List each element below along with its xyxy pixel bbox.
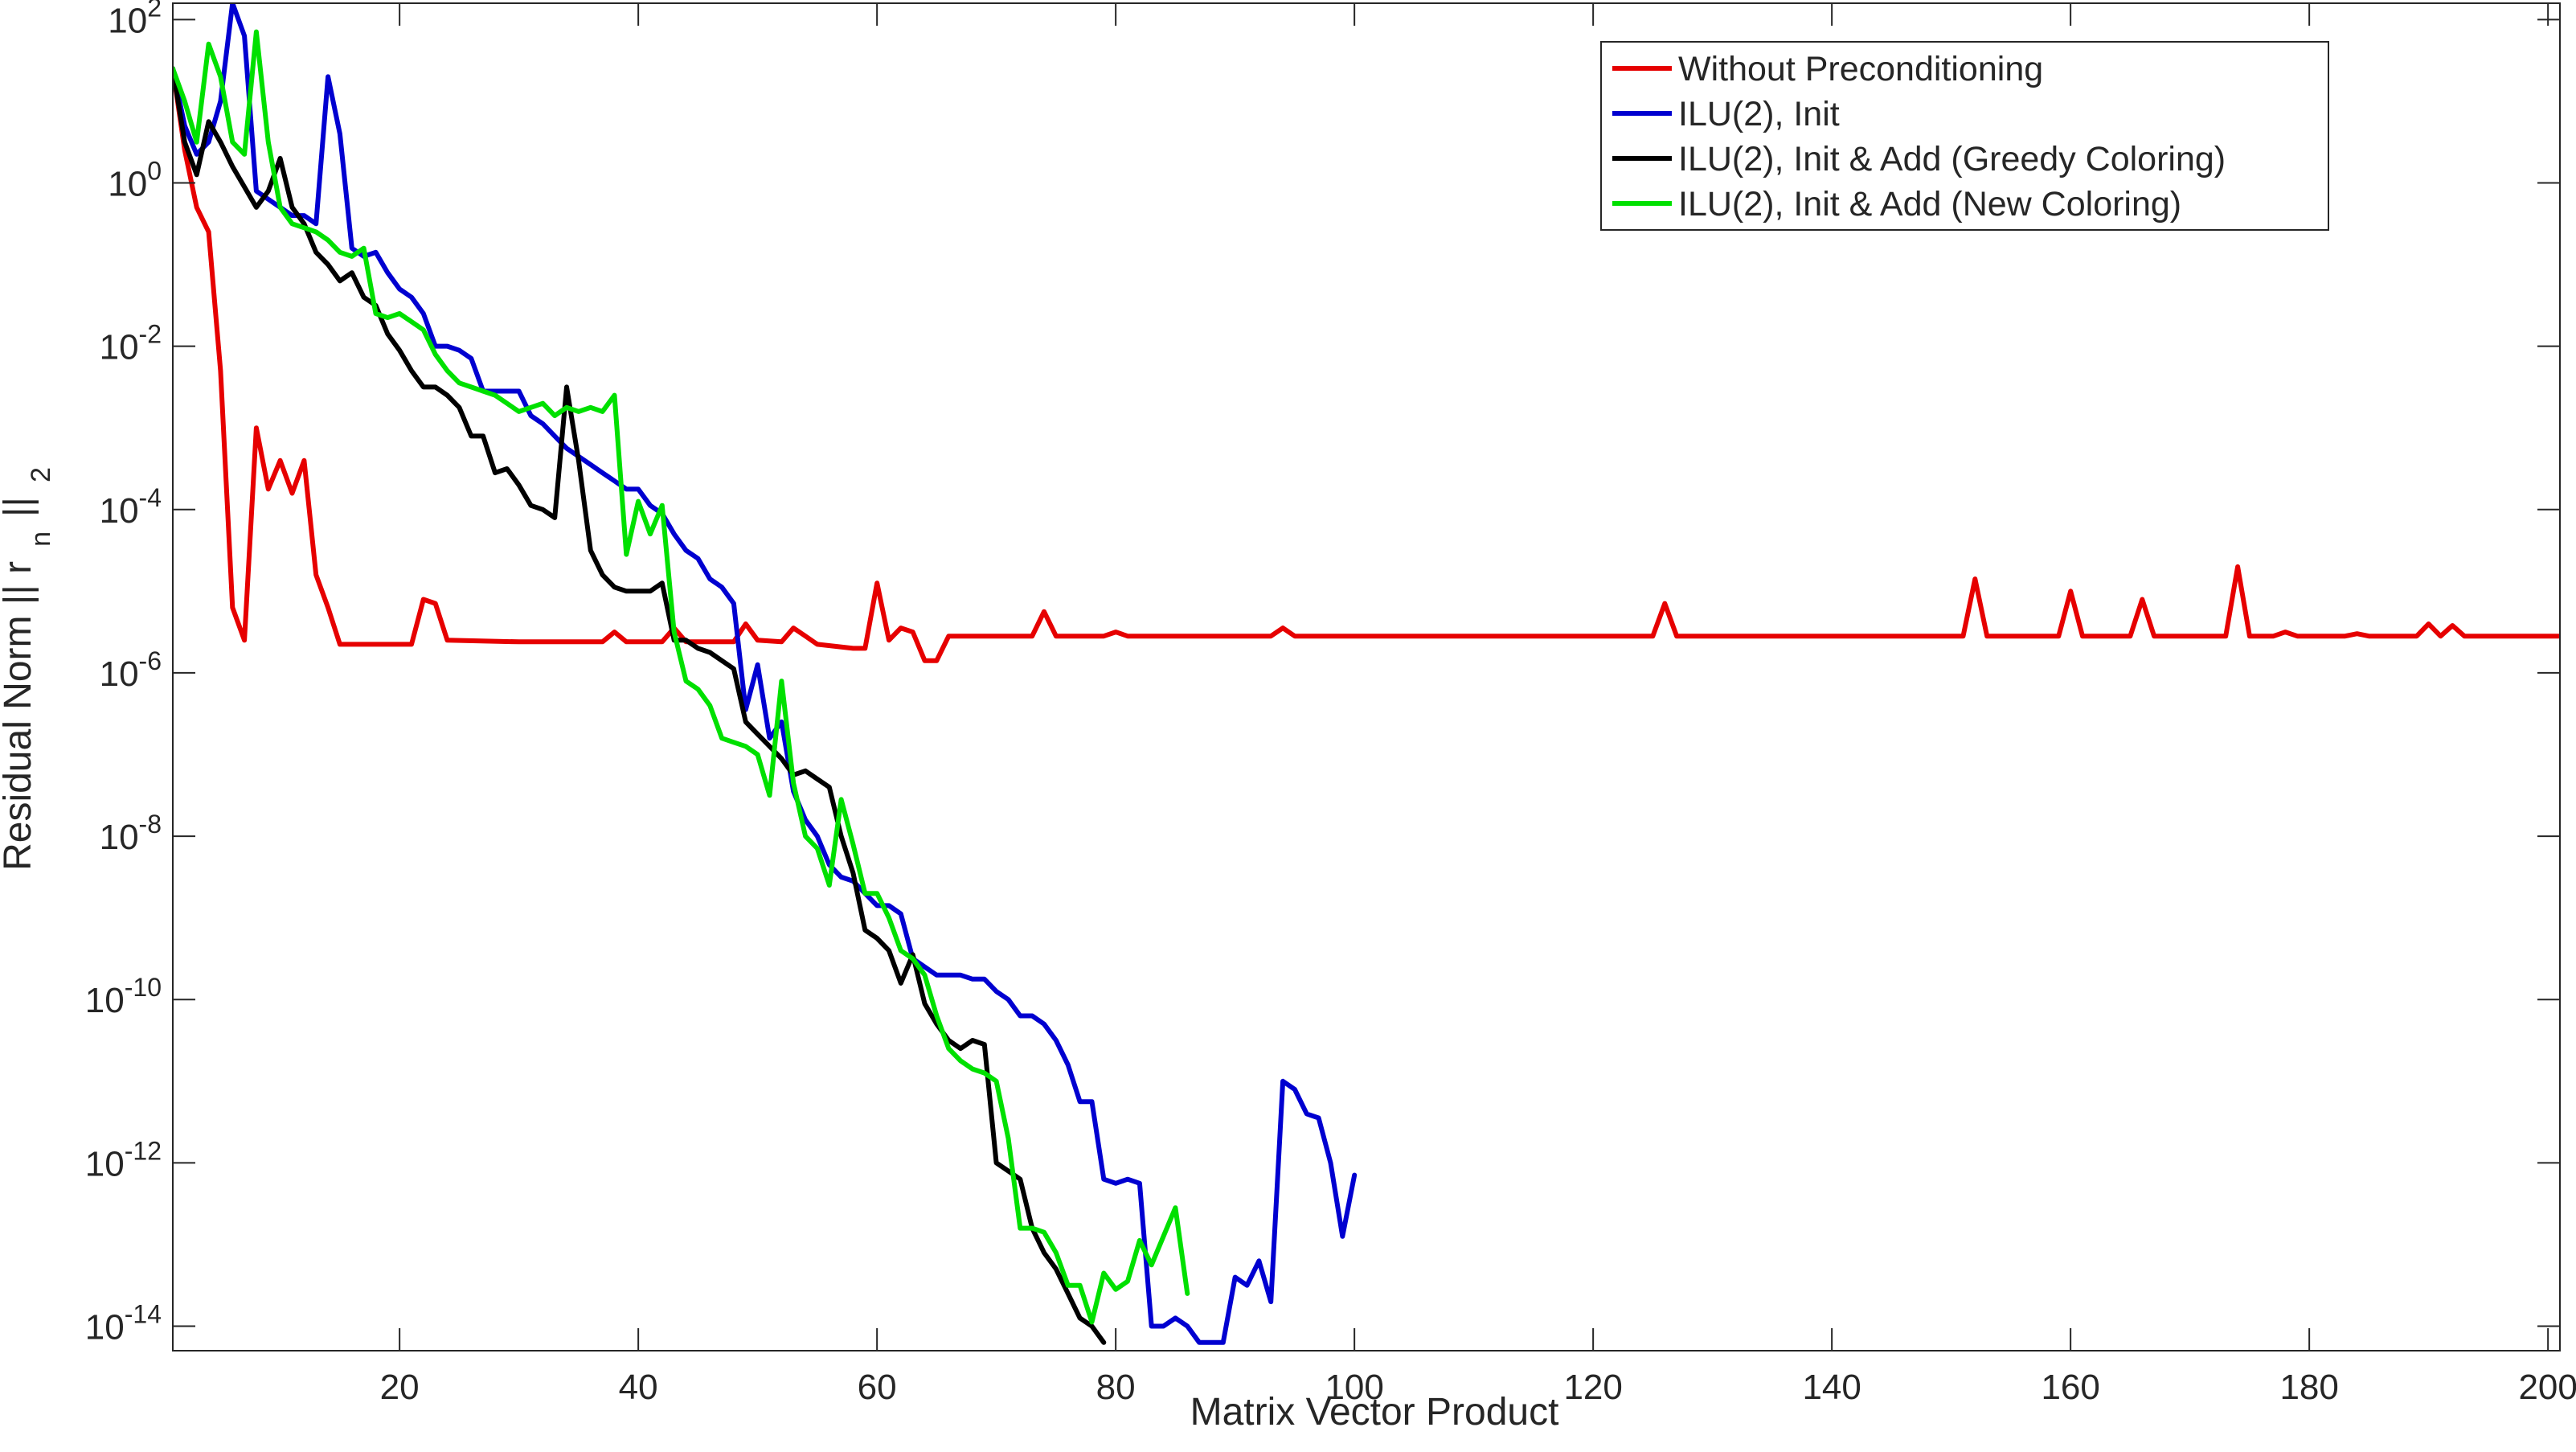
x-tick-label: 20 (380, 1368, 420, 1407)
y-label-end-sub: 2 (26, 467, 56, 482)
y-tick-exponent: 2 (147, 0, 162, 22)
y-tick-label: 10-12 (85, 1136, 162, 1183)
x-tick-label: 180 (2279, 1368, 2338, 1407)
y-tick-label: 10-10 (85, 973, 162, 1020)
x-tick-label: 160 (2041, 1368, 2099, 1407)
series-line-4 (173, 29, 1190, 1325)
y-label-end: || (0, 497, 39, 517)
legend-label-1: Without Preconditioning (1678, 50, 2043, 88)
y-tick-exponent: -14 (125, 1300, 162, 1329)
x-axis-label: Matrix Vector Product (1190, 1391, 1559, 1434)
y-tick-exponent: 0 (147, 156, 162, 185)
legend-label-3: ILU(2), Init & Add (Greedy Coloring) (1678, 140, 2226, 178)
y-tick-exponent: -12 (125, 1136, 162, 1165)
y-tick-base: 10 (108, 1, 147, 40)
y-tick-exponent: -2 (139, 320, 162, 349)
y-label-main: Residual Norm || r (0, 561, 39, 871)
series-line-1 (173, 66, 2560, 663)
y-tick-exponent: -8 (139, 810, 162, 839)
y-tick-label: 10-2 (100, 320, 162, 367)
y-tick-base: 10 (108, 164, 147, 203)
x-tick-label: 140 (1802, 1368, 1861, 1407)
y-tick-exponent: -10 (125, 973, 162, 1002)
legend-label-2: ILU(2), Init (1678, 95, 1840, 133)
plot-layer (173, 3, 2560, 1345)
x-tick-label: 200 (2518, 1368, 2576, 1407)
y-tick-exponent: -4 (139, 483, 162, 512)
y-tick-label: 10-14 (85, 1300, 162, 1347)
legend-box (1600, 41, 2329, 231)
x-tick-label: 80 (1096, 1368, 1136, 1407)
y-label-sub: n (26, 531, 56, 547)
y-tick-base: 10 (85, 1308, 125, 1347)
y-tick-base: 10 (100, 818, 139, 857)
x-tick-label: 100 (1325, 1368, 1383, 1407)
x-tick-label: 40 (619, 1368, 658, 1407)
axes-box (172, 2, 2561, 1352)
y-tick-base: 10 (85, 1144, 125, 1183)
series-group (173, 3, 2560, 1345)
y-axis-label: Residual Norm || r n || 2 (0, 467, 56, 871)
legend: Without Preconditioning ILU(2), Init ILU(2… (1600, 41, 2329, 231)
y-tick-base: 10 (100, 654, 139, 694)
series-line-2 (173, 3, 1358, 1345)
y-tick-base: 10 (100, 328, 139, 367)
y-tick-base: 10 (100, 491, 139, 531)
y-tick-label: 10-4 (100, 483, 162, 531)
y-tick-label: 102 (108, 0, 162, 40)
x-tick-label: 120 (1563, 1368, 1622, 1407)
y-tick-label: 100 (108, 156, 162, 203)
x-tick-label: 60 (858, 1368, 897, 1407)
series-line-3 (173, 66, 1107, 1345)
y-tick-base: 10 (85, 981, 125, 1020)
y-tick-label: 10-6 (100, 646, 162, 694)
legend-label-4: ILU(2), Init & Add (New Coloring) (1678, 185, 2181, 224)
y-tick-exponent: -6 (139, 646, 162, 675)
y-tick-label: 10-8 (100, 810, 162, 857)
